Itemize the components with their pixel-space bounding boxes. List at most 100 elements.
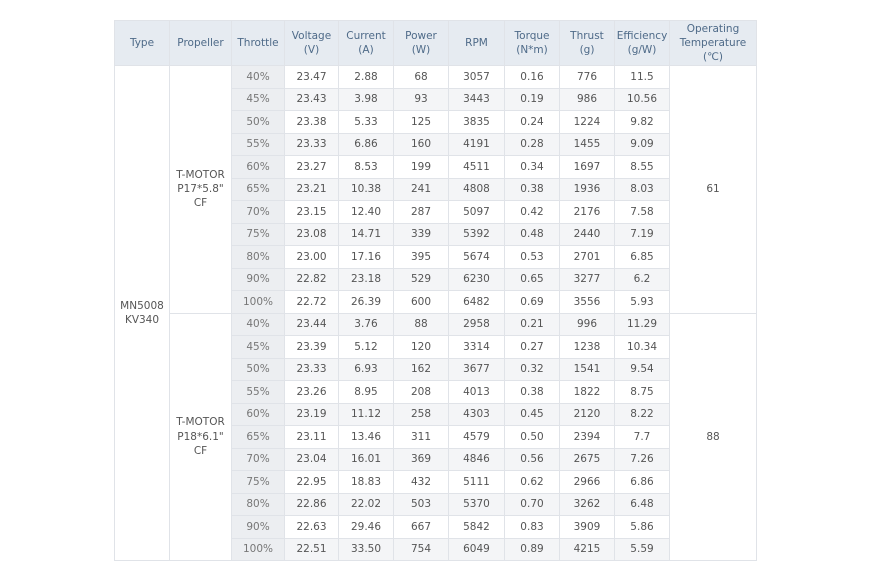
cell: 22.51 bbox=[284, 537, 339, 561]
cell: 6.48 bbox=[614, 492, 670, 516]
throttle: 50% bbox=[231, 110, 285, 134]
cell: 4846 bbox=[448, 447, 505, 471]
propeller: T-MOTOR P17*5.8" CF bbox=[169, 65, 232, 314]
table-row: MN5008 KV340 T-MOTOR P17*5.8" CF 40% 23.47 2… bbox=[114, 65, 757, 561]
cell: 0.70 bbox=[504, 492, 560, 516]
table-row: 100% 22.51 33.50 754 6049 0.89 4215 5.59 bbox=[115, 537, 757, 561]
cell: 5097 bbox=[448, 200, 505, 224]
throttle: 75% bbox=[231, 222, 285, 246]
cell: 11.5 bbox=[614, 65, 670, 89]
cell: 5674 bbox=[448, 245, 505, 269]
throttle: 55% bbox=[231, 132, 285, 156]
cell: 1224 bbox=[559, 110, 615, 134]
temperature: 61 bbox=[669, 65, 757, 314]
cell: 0.16 bbox=[504, 65, 560, 89]
cell: 22.95 bbox=[284, 470, 339, 494]
cell: 12.40 bbox=[338, 200, 394, 224]
cell: 0.32 bbox=[504, 357, 560, 381]
cell: 23.27 bbox=[284, 155, 339, 179]
cell: 287 bbox=[393, 200, 449, 224]
cell: 0.24 bbox=[504, 110, 560, 134]
cell: 4013 bbox=[448, 380, 505, 404]
cell: 125 bbox=[393, 110, 449, 134]
cell: 11.29 bbox=[614, 312, 670, 336]
table-row: 55% 23.33 6.86 160 4191 0.28 1455 9.09 bbox=[115, 132, 757, 156]
cell: 3.76 bbox=[338, 312, 394, 336]
cell: 0.50 bbox=[504, 425, 560, 449]
throttle: 40% bbox=[231, 312, 285, 336]
cell: 0.19 bbox=[504, 87, 560, 111]
cell: 5842 bbox=[448, 515, 505, 539]
cell: 1936 bbox=[559, 177, 615, 201]
cell: 7.26 bbox=[614, 447, 670, 471]
cell: 241 bbox=[393, 177, 449, 201]
cell: 258 bbox=[393, 402, 449, 426]
column-header: Current (A) bbox=[338, 20, 394, 66]
table-row: 75% 22.95 18.83 432 5111 0.62 2966 6.86 bbox=[115, 470, 757, 494]
cell: 600 bbox=[393, 290, 449, 314]
cell: 22.02 bbox=[338, 492, 394, 516]
column-header: Voltage (V) bbox=[284, 20, 339, 66]
cell: 13.46 bbox=[338, 425, 394, 449]
table-row: 55% 23.26 8.95 208 4013 0.38 1822 8.75 bbox=[115, 380, 757, 404]
throttle: 80% bbox=[231, 492, 285, 516]
cell: 6.85 bbox=[614, 245, 670, 269]
cell: 22.82 bbox=[284, 267, 339, 291]
cell: 0.89 bbox=[504, 537, 560, 561]
cell: 311 bbox=[393, 425, 449, 449]
cell: 2966 bbox=[559, 470, 615, 494]
cell: 4191 bbox=[448, 132, 505, 156]
cell: 6049 bbox=[448, 537, 505, 561]
table-row: 50% 23.33 6.93 162 3677 0.32 1541 9.54 bbox=[115, 357, 757, 381]
table-row: 50% 23.38 5.33 125 3835 0.24 1224 9.82 bbox=[115, 110, 757, 134]
throttle: 45% bbox=[231, 87, 285, 111]
cell: 23.08 bbox=[284, 222, 339, 246]
cell: 4808 bbox=[448, 177, 505, 201]
cell: 23.43 bbox=[284, 87, 339, 111]
cell: 23.44 bbox=[284, 312, 339, 336]
cell: 3277 bbox=[559, 267, 615, 291]
cell: 8.75 bbox=[614, 380, 670, 404]
table-row: 90% 22.82 23.18 529 6230 0.65 3277 6.2 bbox=[115, 267, 757, 291]
table-row: T-MOTOR P18*6.1" CF 40% 23.44 3.76 88 2958 0.2… bbox=[115, 312, 757, 561]
table-row: 70% 23.15 12.40 287 5097 0.42 2176 7.58 bbox=[115, 200, 757, 224]
cell: 68 bbox=[393, 65, 449, 89]
cell: 5392 bbox=[448, 222, 505, 246]
cell: 6.93 bbox=[338, 357, 394, 381]
table-row: 60% 23.19 11.12 258 4303 0.45 2120 8.22 bbox=[115, 402, 757, 426]
cell: 0.62 bbox=[504, 470, 560, 494]
table-body: MN5008 KV340 T-MOTOR P17*5.8" CF 40% 23.47 2… bbox=[114, 65, 757, 561]
column-header: Propeller bbox=[169, 20, 232, 66]
cell: 1697 bbox=[559, 155, 615, 179]
cell: 6.86 bbox=[614, 470, 670, 494]
cell: 7.7 bbox=[614, 425, 670, 449]
cell: 10.38 bbox=[338, 177, 394, 201]
cell: 23.15 bbox=[284, 200, 339, 224]
cell: 23.33 bbox=[284, 132, 339, 156]
cell: 0.56 bbox=[504, 447, 560, 471]
performance-table: Type Propeller Throttle Voltage (V) Current … bbox=[114, 20, 757, 561]
throttle: 90% bbox=[231, 267, 285, 291]
cell: 3443 bbox=[448, 87, 505, 111]
temperature: 88 bbox=[669, 312, 757, 561]
motor-type: MN5008 KV340 bbox=[114, 65, 170, 561]
cell: 29.46 bbox=[338, 515, 394, 539]
cell: 4215 bbox=[559, 537, 615, 561]
column-header: Type bbox=[114, 20, 170, 66]
cell: 14.71 bbox=[338, 222, 394, 246]
cell: 5.12 bbox=[338, 335, 394, 359]
cell: 23.47 bbox=[284, 65, 339, 89]
cell: 23.26 bbox=[284, 380, 339, 404]
cell: 776 bbox=[559, 65, 615, 89]
cell: 2440 bbox=[559, 222, 615, 246]
column-header: Thrust (g) bbox=[559, 20, 615, 66]
cell: 1455 bbox=[559, 132, 615, 156]
cell: 754 bbox=[393, 537, 449, 561]
cell: 0.38 bbox=[504, 380, 560, 404]
column-header: Efficiency (g/W) bbox=[614, 20, 670, 66]
cell: 3314 bbox=[448, 335, 505, 359]
cell: 2394 bbox=[559, 425, 615, 449]
cell: 22.72 bbox=[284, 290, 339, 314]
cell: 0.53 bbox=[504, 245, 560, 269]
cell: 10.56 bbox=[614, 87, 670, 111]
